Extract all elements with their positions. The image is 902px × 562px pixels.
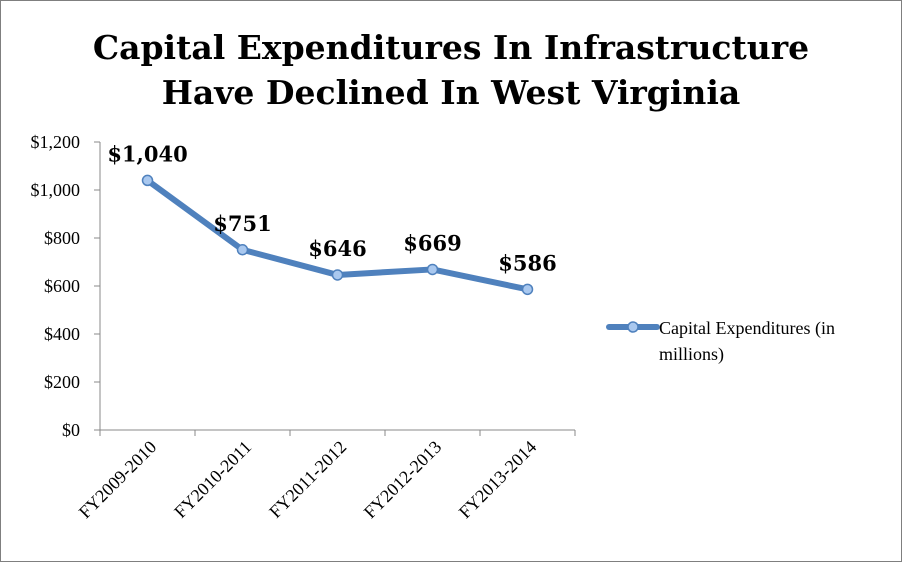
y-tick-label: $600: [44, 276, 80, 296]
data-point: [141, 174, 154, 187]
y-tick-label: $1,200: [31, 132, 81, 152]
x-tick-label: FY2009-2010: [75, 437, 161, 523]
data-point: [331, 269, 344, 281]
series-group: [141, 174, 534, 296]
y-tick-label: $800: [44, 228, 80, 248]
chart-title: Capital Expenditures In Infrastructure H…: [93, 28, 809, 112]
data-labels: $1,040 $751 $646 $669 $586: [107, 141, 556, 275]
legend: Capital Expenditures (in millions): [606, 318, 835, 365]
y-axis-ticks: $0 $200 $400 $600 $800 $1,000 $1,200: [31, 132, 100, 440]
x-tick-label: FY2011-2012: [265, 437, 350, 522]
chart-title-line-1: Capital Expenditures In Infrastructure: [93, 28, 809, 67]
data-label: $646: [308, 236, 366, 261]
data-label: $586: [498, 250, 556, 275]
y-tick-label: $200: [44, 372, 80, 392]
data-point: [426, 263, 439, 276]
legend-label-line-2: millions): [659, 344, 724, 365]
data-point: [521, 283, 534, 296]
y-tick-label: $1,000: [31, 180, 81, 200]
data-label: $751: [213, 211, 271, 236]
legend-marker-icon: [627, 321, 639, 333]
legend-label-line-1: Capital Expenditures (in: [659, 318, 835, 339]
data-label: $1,040: [107, 141, 187, 166]
chart-title-line-2: Have Declined In West Virginia: [162, 73, 741, 112]
data-label: $669: [403, 230, 461, 255]
x-tick-label: FY2013-2014: [455, 437, 541, 523]
x-tick-label: FY2010-2011: [170, 437, 255, 522]
x-tick-label: FY2012-2013: [360, 437, 446, 523]
y-tick-label: $0: [62, 420, 80, 440]
data-point: [236, 244, 249, 256]
x-axis-ticks: FY2009-2010 FY2010-2011 FY2011-2012 FY2012-…: [75, 430, 576, 523]
y-tick-label: $400: [44, 324, 80, 344]
